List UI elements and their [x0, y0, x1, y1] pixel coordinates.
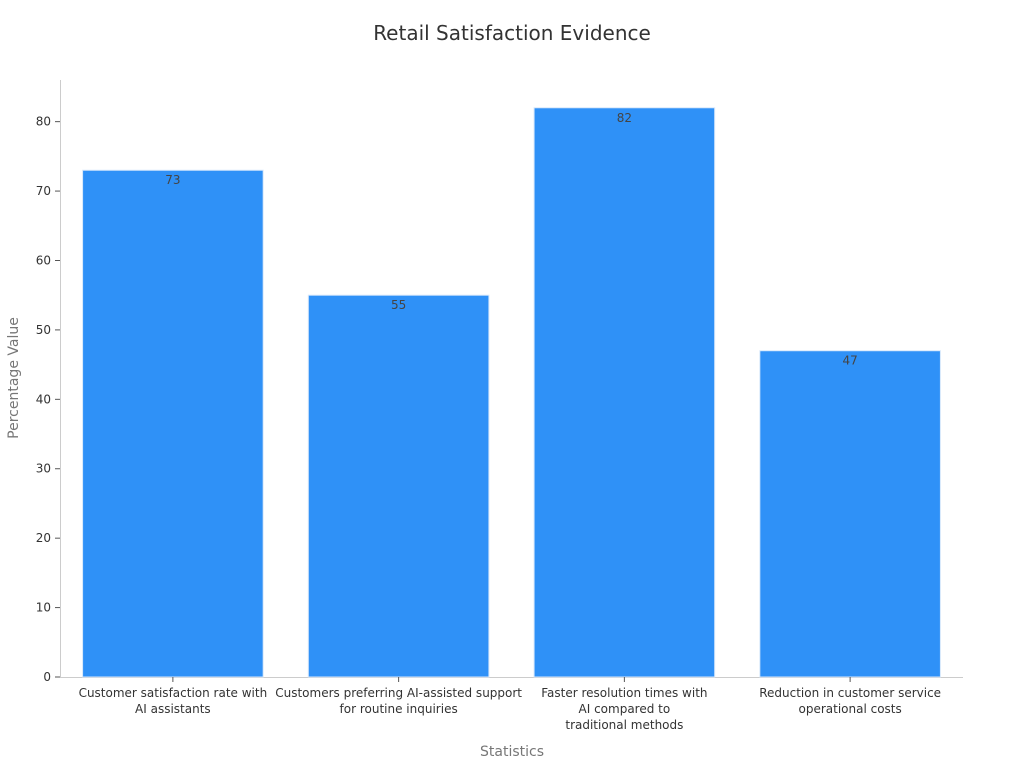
x-tick-label: Reduction in customer service operational… — [759, 686, 941, 716]
x-tick-label-line: Reduction in customer service — [759, 686, 941, 700]
y-tick-label: 50 — [36, 323, 51, 337]
y-tick-label: 30 — [36, 462, 51, 476]
x-tick-label-line: Customers preferring AI-assisted support — [275, 686, 522, 700]
y-tick-label: 0 — [43, 670, 51, 684]
bar — [759, 350, 941, 678]
chart-title: Retail Satisfaction Evidence — [373, 21, 651, 45]
y-tick-label: 80 — [36, 115, 51, 129]
y-tick-label: 40 — [36, 392, 51, 406]
bar — [82, 169, 264, 678]
x-tick-label-line: Faster resolution times with — [541, 686, 707, 700]
y-axis-title: Percentage Value — [6, 317, 22, 439]
bar — [533, 107, 716, 678]
x-tick-label: Faster resolution times with AI compared … — [541, 686, 707, 732]
y-tick-label: 20 — [36, 531, 51, 545]
y-tick-label: 10 — [36, 601, 51, 615]
x-tick-label: Customer satisfaction rate with AI assist… — [79, 686, 268, 716]
data-label: 82 — [617, 111, 632, 125]
x-tick-label: Customers preferring AI-assisted support… — [275, 686, 522, 716]
bar — [307, 294, 490, 678]
data-label: 55 — [391, 298, 406, 312]
x-tick-label-line: AI assistants — [135, 702, 211, 716]
x-tick-label-line: for routine inquiries — [340, 702, 458, 716]
x-tick-label-line: operational costs — [798, 702, 901, 716]
x-axis-title: Statistics — [480, 744, 544, 760]
y-tick-label: 70 — [36, 184, 51, 198]
x-tick-label-line: Customer satisfaction rate with — [79, 686, 268, 700]
y-tick-label: 60 — [36, 253, 51, 267]
x-tick-label-line: traditional methods — [565, 718, 683, 732]
data-label: 47 — [842, 354, 857, 368]
x-tick-label-line: AI compared to — [579, 702, 671, 716]
data-label: 73 — [165, 173, 180, 187]
